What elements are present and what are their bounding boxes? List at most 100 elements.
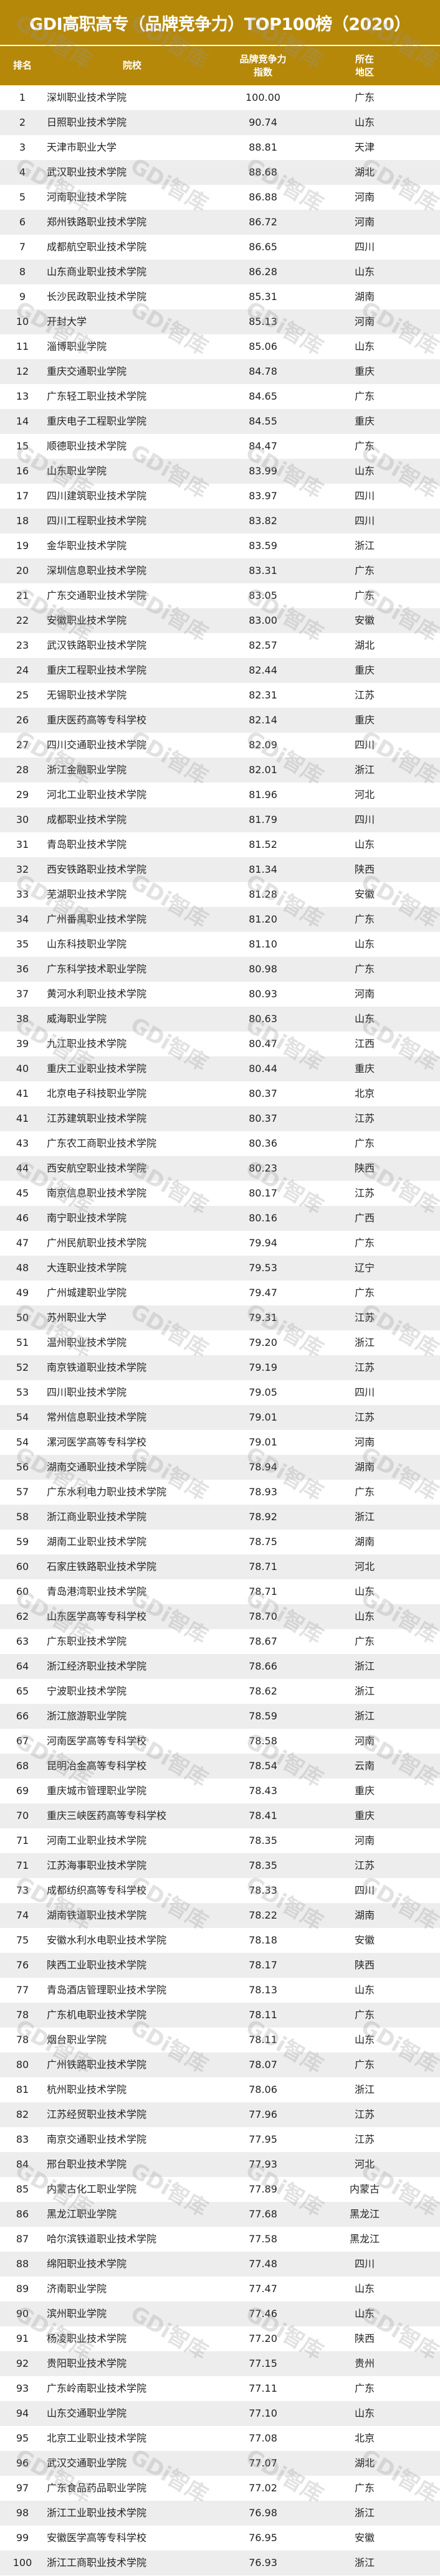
rank-cell: 77 [16, 1984, 29, 1996]
rank-cell: 16 [16, 465, 29, 477]
region-cell: 湖北 [354, 166, 375, 178]
rank-cell: 36 [16, 963, 29, 975]
table-row: 47 广州民航职业技术学院 79.94 广东 [0, 1231, 440, 1256]
score-cell: 81.34 [249, 863, 277, 875]
region-cell: 重庆 [354, 365, 375, 377]
table-row: 78 烟台职业学院 78.11 山东 [0, 2028, 440, 2052]
table-row: 40 重庆工业职业技术学院 80.44 重庆 [0, 1056, 440, 1081]
table-row: 78 广东机电职业技术学院 78.11 广东 [0, 2003, 440, 2028]
table-row: 31 青岛职业技术学院 81.52 山东 [0, 832, 440, 857]
score-cell: 80.47 [249, 1038, 277, 1050]
school-cell: 成都纺织高等专科学校 [47, 1884, 147, 1896]
region-cell: 湖南 [354, 1536, 375, 1548]
rank-cell: 49 [16, 1287, 29, 1299]
table-row: 84 邢台职业技术学院 77.93 河北 [0, 2152, 440, 2177]
table-row: 45 南京信息职业技术学院 80.17 江苏 [0, 1181, 440, 1206]
rank-cell: 12 [16, 365, 29, 377]
school-cell: 北京电子科技职业学院 [47, 1088, 147, 1099]
region-cell: 广东 [354, 565, 375, 576]
region-cell: 四川 [354, 1884, 375, 1896]
rank-cell: 15 [16, 440, 29, 452]
rank-cell: 95 [16, 2432, 29, 2444]
table-row: 29 河北工业职业技术学院 81.96 河北 [0, 783, 440, 807]
school-cell: 山东科技职业学院 [47, 938, 127, 950]
score-cell: 78.18 [249, 1934, 277, 1946]
score-cell: 83.97 [249, 490, 277, 502]
region-cell: 江苏 [354, 1312, 375, 1323]
score-cell: 78.17 [249, 1959, 277, 1971]
school-cell: 长沙民政职业技术学院 [47, 291, 147, 303]
region-cell: 山东 [354, 2034, 375, 2046]
rank-cell: 78 [16, 2034, 29, 2046]
score-cell: 82.14 [249, 714, 277, 726]
school-cell: 杭州职业技术学院 [47, 2084, 127, 2095]
school-cell: 广东食品药品职业学院 [47, 2482, 147, 2494]
table-row: 86 黑龙江职业学院 77.68 黑龙江 [0, 2202, 440, 2227]
table-row: 41 北京电子科技职业学院 80.37 北京 [0, 1081, 440, 1106]
score-cell: 81.20 [249, 913, 277, 925]
score-cell: 77.48 [249, 2258, 277, 2270]
rank-cell: 28 [16, 764, 29, 776]
region-cell: 安徽 [354, 888, 375, 900]
region-cell: 河北 [354, 789, 375, 801]
score-cell: 77.89 [249, 2183, 277, 2195]
table-row: 12 重庆交通职业学院 84.78 重庆 [0, 359, 440, 384]
table-row: 75 安徽水利水电职业技术学院 78.18 安徽 [0, 1928, 440, 1953]
table-row: 52 南京铁道职业技术学院 79.19 江苏 [0, 1355, 440, 1380]
rank-cell: 31 [16, 839, 29, 850]
region-cell: 河北 [354, 2158, 375, 2170]
school-cell: 四川职业技术学院 [47, 1386, 127, 1398]
table-row: 98 浙江工业职业技术学院 76.98 浙江 [0, 2501, 440, 2526]
table-row: 11 淄博职业学院 85.06 山东 [0, 334, 440, 359]
score-cell: 85.31 [249, 291, 277, 303]
school-cell: 金华职业技术学院 [47, 540, 127, 552]
table-row: 50 苏州职业大学 79.31 江苏 [0, 1305, 440, 1330]
score-cell: 76.98 [249, 2507, 277, 2519]
region-cell: 河南 [354, 1835, 375, 1846]
region-cell: 浙江 [354, 1685, 375, 1697]
score-cell: 83.00 [249, 614, 277, 626]
rank-cell: 7 [19, 241, 26, 253]
region-cell: 广东 [354, 963, 375, 975]
table-row: 38 威海职业学院 80.63 山东 [0, 1007, 440, 1032]
score-cell: 78.71 [249, 1586, 277, 1597]
region-cell: 广东 [354, 2009, 375, 2021]
rank-cell: 91 [16, 2333, 29, 2344]
school-cell: 苏州职业大学 [47, 1312, 107, 1323]
school-cell: 南宁职业技术学院 [47, 1212, 127, 1224]
region-cell: 山东 [354, 1013, 375, 1025]
score-cell: 77.93 [249, 2158, 277, 2170]
rank-cell: 67 [16, 1735, 29, 1747]
rank-cell: 54 [16, 1436, 29, 1448]
table-row: 54 常州信息职业技术学院 79.01 江苏 [0, 1405, 440, 1430]
school-cell: 宁波职业技术学院 [47, 1685, 127, 1697]
rank-cell: 74 [16, 1909, 29, 1921]
school-cell: 安徽医学高等专科学校 [47, 2532, 147, 2544]
region-cell: 江苏 [354, 1411, 375, 1423]
rank-cell: 64 [16, 1660, 29, 1672]
table-row: 63 广东职业技术学院 78.67 广东 [0, 1629, 440, 1654]
region-cell: 广西 [354, 1212, 375, 1224]
table-row: 100 浙江工商职业技术学院 76.93 浙江 [0, 2550, 440, 2575]
rank-cell: 3 [19, 141, 26, 153]
column-header-region: 所在地区 [330, 46, 399, 85]
school-cell: 天津市职业大学 [47, 141, 117, 153]
region-cell: 黑龙江 [349, 2233, 380, 2245]
rank-cell: 96 [16, 2457, 29, 2469]
school-cell: 南京信息职业技术学院 [47, 1187, 147, 1199]
table-row: 20 深圳信息职业技术学院 83.31 广东 [0, 558, 440, 583]
region-cell: 河南 [354, 216, 375, 228]
rank-cell: 98 [16, 2507, 29, 2519]
region-cell: 重庆 [354, 714, 375, 726]
region-cell: 四川 [354, 515, 375, 527]
school-cell: 广州番禺职业技术学院 [47, 913, 147, 925]
table-row: 76 陕西工业职业技术学院 78.17 陕西 [0, 1953, 440, 1978]
score-cell: 78.67 [249, 1635, 277, 1647]
table-row: 22 安徽职业技术学院 83.00 安徽 [0, 608, 440, 633]
school-cell: 重庆城市管理职业学院 [47, 1785, 147, 1797]
score-cell: 79.05 [249, 1386, 277, 1398]
school-cell: 广州铁路职业技术学院 [47, 2059, 147, 2071]
rank-cell: 66 [16, 1710, 29, 1722]
score-cell: 84.55 [249, 415, 277, 427]
rank-cell: 52 [16, 1361, 29, 1373]
